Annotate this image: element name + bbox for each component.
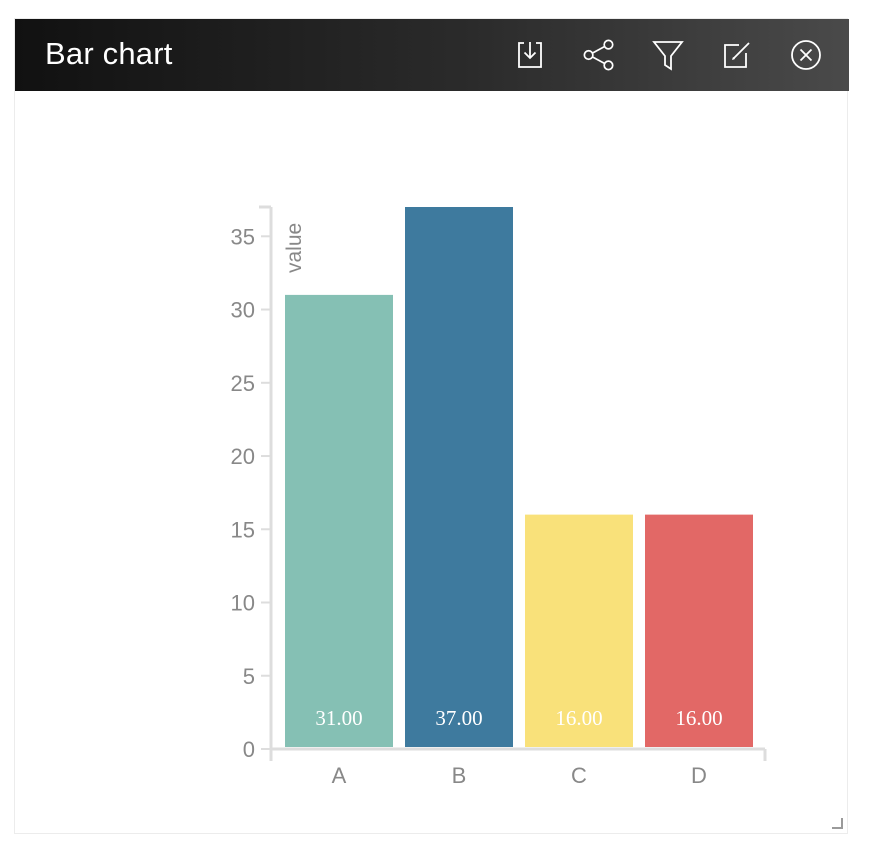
edit-icon <box>724 42 750 68</box>
y-axis: 0 5 10 15 20 25 30 35 <box>231 205 273 762</box>
panel-header: Bar chart <box>15 19 849 91</box>
resize-handle[interactable] <box>831 817 843 829</box>
close-button[interactable] <box>789 38 823 72</box>
share-icon <box>583 39 614 71</box>
x-tick-label: C <box>571 763 587 788</box>
edit-button[interactable] <box>720 38 754 72</box>
share-button[interactable] <box>582 38 616 72</box>
filter-button[interactable] <box>651 38 685 72</box>
chart-area: 0 5 10 15 20 25 30 35 A B C D 31.00 37.00 16.00 16.00… <box>15 91 849 835</box>
y-axis-title: value <box>283 223 306 273</box>
bar-chart: 0 5 10 15 20 25 30 35 A B C D 31.00 37.00 16.00 16.00… <box>231 205 767 788</box>
bar-a[interactable] <box>285 294 393 747</box>
bar-value-label: 16.00 <box>555 706 602 730</box>
x-tick-label: A <box>332 763 347 788</box>
y-tick-label: 30 <box>231 298 255 323</box>
y-tick-label: 15 <box>231 517 255 542</box>
y-tick-label: 10 <box>231 591 255 616</box>
bar-c[interactable] <box>525 514 633 747</box>
bar-value-labels: 31.00 37.00 16.00 16.00 <box>315 706 722 730</box>
bar-value-label: 16.00 <box>675 706 722 730</box>
chart-panel: Bar chart <box>14 18 849 835</box>
download-icon <box>518 42 542 68</box>
panel-title: Bar chart <box>45 36 173 71</box>
y-tick-label: 20 <box>231 444 255 469</box>
x-axis: A B C D <box>269 747 767 788</box>
y-tick-label: 25 <box>231 371 255 396</box>
y-tick-label: 5 <box>243 664 255 689</box>
bar-value-label: 31.00 <box>315 706 362 730</box>
panel-toolbar <box>513 37 823 73</box>
y-tick-label: 35 <box>231 224 255 249</box>
bars <box>285 207 753 747</box>
close-icon <box>791 40 821 70</box>
download-button[interactable] <box>513 38 547 72</box>
bar-d[interactable] <box>645 514 753 747</box>
bar-b[interactable] <box>405 207 513 747</box>
x-tick-label: D <box>691 763 707 788</box>
x-tick-label: B <box>452 763 467 788</box>
bar-value-label: 37.00 <box>435 706 482 730</box>
y-tick-label: 0 <box>243 737 255 762</box>
filter-icon <box>652 41 684 71</box>
